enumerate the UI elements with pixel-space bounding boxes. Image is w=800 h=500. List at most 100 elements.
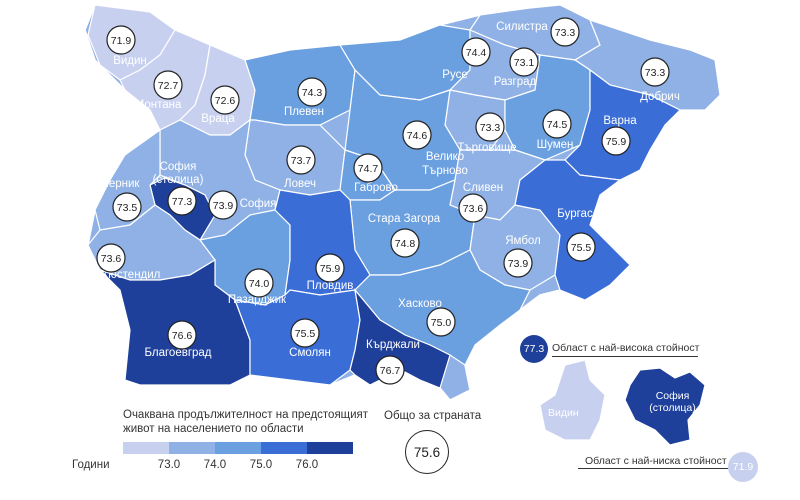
inset-highest-region: София (столица) (649, 390, 696, 414)
legend-swatch (169, 442, 215, 454)
region-name-label: Кюстендил (102, 269, 161, 281)
region-value-text: 71.9 (111, 35, 132, 47)
region-kardzhali-shape[interactable] (349, 287, 451, 389)
region-value-badge (390, 228, 420, 258)
inset-lowest-label: Област с най-ниска стойност (585, 455, 727, 467)
inset-vidin-shape (539, 359, 606, 441)
region-value-badge (458, 193, 488, 223)
region-value-badge (402, 120, 432, 150)
region-value-text: 75.5 (295, 328, 316, 340)
region-name-label: Търново (422, 165, 468, 177)
region-value-text: 77.3 (172, 196, 193, 208)
region-name-label: София (240, 198, 277, 210)
region-value-badge (542, 109, 572, 139)
region-value-text: 73.3 (555, 27, 576, 39)
region-name-label: Стара Загора (368, 213, 441, 225)
region-value-text: 75.9 (320, 263, 341, 275)
region-value-text: 74.4 (466, 47, 487, 59)
region-value-text: 75.9 (606, 136, 627, 148)
region-name-label: Силистра (496, 21, 548, 33)
region-name-label: Перник (101, 178, 141, 190)
legend-swatch (123, 442, 169, 454)
region-value-badge (375, 355, 405, 385)
inset-lowest-badge: 71.9 (728, 452, 758, 482)
region-value-badge (426, 307, 456, 337)
region-value-text: 74.6 (407, 130, 428, 142)
region-name-label: Русе (442, 69, 467, 81)
region-value-text: 73.3 (480, 122, 501, 134)
region-value-badge (566, 232, 596, 262)
region-value-badge (297, 77, 327, 107)
region-value-text: 74.0 (249, 278, 270, 290)
region-value-badge (503, 248, 533, 278)
region-value-badge (96, 243, 126, 273)
region-name-label: Сливен (463, 182, 503, 194)
national-total-label: Общо за страната (384, 410, 482, 422)
region-value-badge (106, 25, 136, 55)
region-pernik-shape[interactable] (94, 128, 161, 231)
inset-highest-line (552, 356, 698, 357)
region-value-text: 73.3 (645, 67, 666, 79)
region-burgas-shape[interactable] (514, 159, 631, 301)
region-name-label: Пазарджик (228, 294, 287, 306)
region-value-text: 74.8 (395, 238, 416, 250)
region-name-label: (столица) (153, 174, 204, 186)
region-name-label: Добрич (640, 91, 680, 103)
region-value-text: 75.5 (571, 242, 592, 254)
region-name-label: Хасково (398, 298, 442, 310)
region-name-label: Пловдив (307, 280, 354, 292)
region-name-label: Варна (603, 115, 637, 127)
legend-unit: Години (72, 459, 110, 471)
region-value-badge (290, 318, 320, 348)
region-name-label: Ловеч (284, 178, 316, 190)
region-name-label: Ямбол (505, 235, 541, 247)
region-value-badge (315, 253, 345, 283)
inset-highest-badge: 77.3 (520, 335, 548, 363)
region-value-text: 73.5 (117, 202, 138, 214)
region-value-text: 76.7 (380, 365, 401, 377)
region-name-label: Бургас (557, 208, 593, 220)
region-name-label: Враца (201, 113, 235, 125)
inset-map (539, 359, 706, 446)
region-name-label: Благоевград (144, 347, 211, 359)
region-name-label: Смолян (289, 347, 331, 359)
region-value-text: 74.5 (547, 119, 568, 131)
region-value-text: 76.6 (172, 330, 193, 342)
region-value-badge (475, 112, 505, 142)
region-name-label: Монтана (135, 99, 182, 111)
legend-ticks: 73.0 74.0 75.0 76.0 (123, 459, 363, 473)
legend-tick: 75.0 (249, 459, 273, 471)
legend-swatch (215, 442, 261, 454)
region-value-text: 72.7 (158, 80, 179, 92)
region-value-text: 73.7 (291, 155, 312, 167)
region-name-label: Видин (113, 55, 147, 67)
region-name-label: Габрово (354, 182, 398, 194)
region-value-text: 73.9 (508, 258, 529, 270)
region-name-label: Плевен (284, 106, 324, 118)
inset-lowest-line (578, 468, 728, 469)
region-value-badge (244, 268, 274, 298)
region-value-badge (286, 145, 316, 175)
region-varna-shape[interactable] (564, 68, 682, 181)
national-total-value: 75.6 (405, 430, 449, 474)
region-value-text: 73.1 (514, 57, 535, 69)
region-value-text: 75.0 (431, 317, 452, 329)
region-value-badge (550, 17, 580, 47)
region-value-badge (210, 85, 240, 115)
legend-swatch (261, 442, 307, 454)
legend-title: Очаквана продължителност на предстоящият… (123, 409, 369, 435)
region-value-badge (353, 153, 383, 183)
legend-tick: 73.0 (157, 459, 181, 471)
region-value-text: 73.6 (101, 253, 122, 265)
legend-tick: 74.0 (203, 459, 227, 471)
region-name-label: Кърджали (366, 339, 420, 351)
region-value-badge (112, 192, 142, 222)
inset-highest-label: Област с най-висока стойност (552, 342, 700, 354)
region-value-text: 73.9 (213, 200, 234, 212)
region-value-badge (167, 320, 197, 350)
region-value-badge (601, 126, 631, 156)
legend-swatch (307, 442, 353, 454)
region-value-badge (640, 57, 670, 87)
region-value-text: 74.7 (358, 163, 379, 175)
